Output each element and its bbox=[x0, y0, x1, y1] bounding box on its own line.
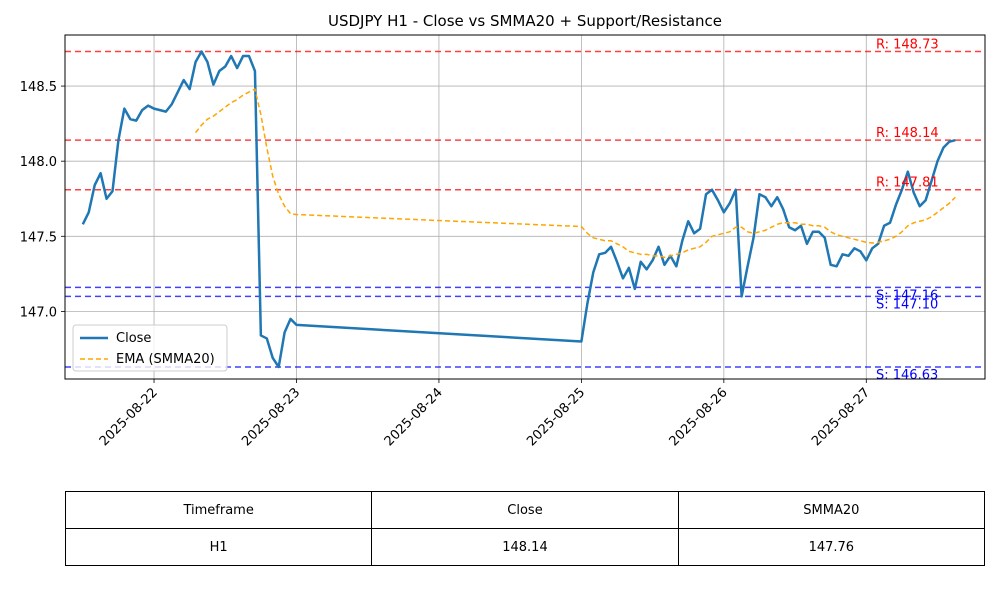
x-tick-label: 2025-08-25 bbox=[524, 385, 588, 449]
level-labels: R: 148.73R: 148.14R: 147.81S: 147.16S: 1… bbox=[876, 38, 939, 383]
table-cell: H1 bbox=[64, 528, 373, 566]
series-lines bbox=[81, 50, 956, 369]
resistance-label: R: 148.73 bbox=[876, 38, 939, 53]
chart-title: USDJPY H1 - Close vs SMMA20 + Support/Re… bbox=[328, 12, 722, 30]
support-label: S: 147.16 bbox=[876, 288, 938, 303]
plot-frame bbox=[64, 34, 986, 380]
chart: USDJPY H1 - Close vs SMMA20 + Support/Re… bbox=[20, 12, 986, 449]
table-header-row: Timeframe Close SMMA20 bbox=[64, 491, 986, 529]
table-header-cell: Timeframe bbox=[64, 491, 373, 529]
close-line bbox=[81, 50, 956, 369]
x-tick-label: 2025-08-22 bbox=[97, 385, 161, 449]
x-tick-label: 2025-08-23 bbox=[239, 385, 303, 449]
x-tick-label: 2025-08-24 bbox=[382, 385, 446, 449]
legend-ema-label: EMA (SMMA20) bbox=[116, 352, 215, 367]
table-header-cell: Close bbox=[371, 491, 679, 529]
legend-box bbox=[72, 324, 228, 372]
x-tick-label: 2025-08-26 bbox=[667, 385, 731, 449]
y-tick-label: 148.0 bbox=[20, 155, 57, 170]
x-tick-label: 2025-08-27 bbox=[809, 385, 873, 449]
table-cell: 148.14 bbox=[371, 528, 679, 566]
legend: Close EMA (SMMA20) bbox=[72, 324, 228, 372]
support-label: S: 147.10 bbox=[876, 297, 938, 312]
axis-ticks: 147.0 147.5 148.0 148.5 2025-08-22 2025-08-23… bbox=[20, 80, 873, 449]
table-cell: 147.76 bbox=[677, 528, 986, 566]
summary-table: Timeframe Close SMMA20 H1 148.14 147.76 bbox=[64, 491, 986, 566]
y-tick-label: 147.0 bbox=[20, 305, 57, 320]
y-tick-label: 147.5 bbox=[20, 230, 57, 245]
support-label: S: 146.63 bbox=[876, 368, 938, 383]
table-header-cell: SMMA20 bbox=[677, 491, 986, 529]
table-row: H1 148.14 147.76 bbox=[64, 528, 986, 566]
legend-close-label: Close bbox=[116, 331, 151, 346]
grid-lines bbox=[65, 35, 985, 379]
resistance-label: R: 147.81 bbox=[876, 176, 939, 191]
resistance-label: R: 148.14 bbox=[876, 126, 939, 141]
ema-line bbox=[194, 88, 956, 259]
y-tick-label: 148.5 bbox=[20, 80, 57, 95]
support-resistance-lines bbox=[65, 50, 985, 368]
